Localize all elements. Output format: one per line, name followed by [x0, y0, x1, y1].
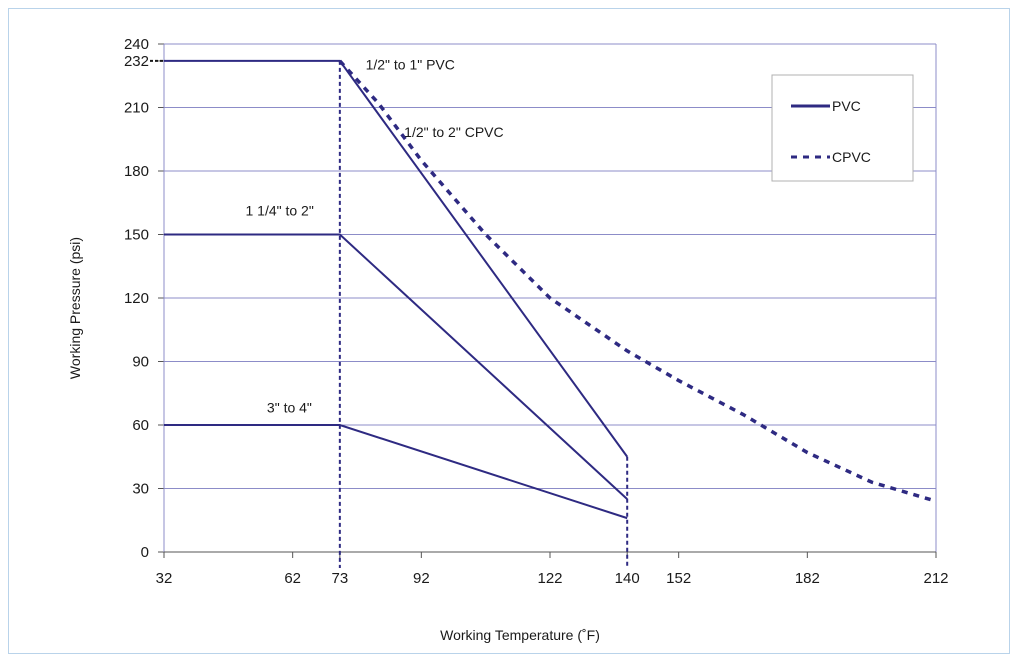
y-tick-label-210: 210	[124, 100, 149, 117]
legend: PVC CPVC	[771, 74, 914, 182]
x-tick-label-212: 212	[923, 570, 948, 587]
y-tick-label-60: 60	[132, 417, 149, 434]
x-tick-label-182: 182	[795, 570, 820, 587]
series-line-pvc-2	[164, 424, 628, 520]
series-group	[164, 59, 937, 568]
series-line-pvc-0	[164, 59, 629, 458]
x-tick-label-92: 92	[413, 570, 430, 587]
y-tick-label-232: 232	[124, 53, 149, 70]
labels-group: 1/2" to 1" PVC 1/2" to 2" CPVC 1 1/4" to 2…	[245, 56, 503, 415]
y-tick-label-90: 90	[132, 354, 149, 371]
legend-cpvc-label: CPVC	[832, 149, 871, 165]
y-tick-label-240: 240	[124, 36, 149, 53]
x-tick-label-32: 32	[156, 570, 173, 587]
y-tick-label-0: 0	[141, 544, 149, 561]
series-annotation-3: 3" to 4"	[267, 399, 312, 415]
x-tick-label-122: 122	[537, 570, 562, 587]
x-tick-label-62: 62	[284, 570, 301, 587]
series-annotation-0: 1/2" to 1" PVC	[366, 56, 455, 72]
y-tick-label-120: 120	[124, 290, 149, 307]
legend-pvc-label: PVC	[832, 98, 861, 114]
x-tick-label-152: 152	[666, 570, 691, 587]
series-line-pvc-1	[164, 233, 628, 500]
x-tick-label-73: 73	[332, 570, 349, 587]
series-annotation-1: 1/2" to 2" CPVC	[404, 124, 503, 140]
y-axis-title: Working Pressure (psi)	[67, 237, 83, 379]
x-tick-label-140: 140	[615, 570, 640, 587]
y-tick-label-30: 30	[132, 481, 149, 498]
x-axis-title: Working Temperature (˚F)	[440, 627, 600, 643]
y-tick-label-150: 150	[124, 227, 149, 244]
series-line-cpvc-3	[338, 59, 937, 503]
series-annotation-2: 1 1/4" to 2"	[245, 202, 313, 218]
y-tick-label-180: 180	[124, 163, 149, 180]
legend-box	[771, 74, 914, 182]
